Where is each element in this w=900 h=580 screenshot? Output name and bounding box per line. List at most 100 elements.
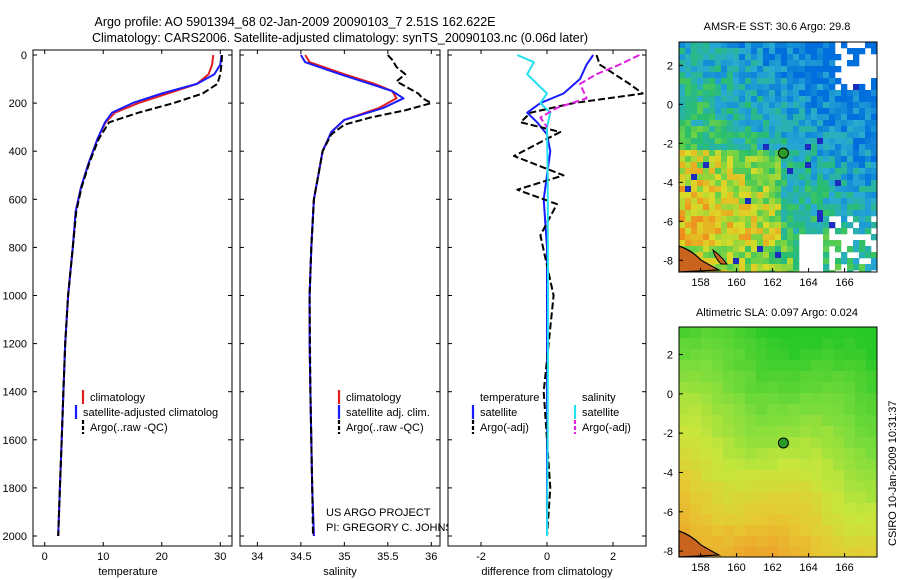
map-cell	[811, 132, 818, 139]
map-cell	[823, 150, 830, 157]
map-cell	[697, 96, 704, 103]
map-cell	[866, 349, 878, 361]
map-cell	[823, 186, 830, 193]
map-cell	[865, 264, 872, 271]
map-cell	[847, 264, 854, 271]
map-cell	[866, 360, 878, 372]
map-cell	[763, 102, 770, 109]
map-cell	[757, 258, 764, 265]
map-cell	[859, 174, 866, 181]
map-cell	[721, 234, 728, 241]
map-cell	[865, 228, 872, 235]
map-cell	[789, 404, 801, 416]
map-cell	[685, 240, 692, 247]
map-cell	[847, 138, 854, 145]
map-cell	[847, 102, 854, 109]
map-cell	[866, 448, 878, 460]
map-cell	[745, 54, 752, 61]
map-cell	[691, 216, 698, 223]
map-cell	[793, 216, 800, 223]
map-cell	[721, 168, 728, 175]
map-cell	[715, 246, 722, 253]
map-cell	[781, 120, 788, 127]
map-cell	[793, 60, 800, 67]
map-cell	[865, 246, 872, 253]
map-cell	[866, 393, 878, 405]
map-cell	[829, 132, 836, 139]
map-cell	[844, 349, 856, 361]
vertical-credit: CSIRO 10-Jan-2009 10:31:37	[887, 400, 899, 546]
map-cell	[775, 48, 782, 55]
map-cell	[709, 150, 716, 157]
map-cell	[709, 78, 716, 85]
map-cell	[685, 126, 692, 133]
map-cell	[691, 132, 698, 139]
map-cell	[811, 72, 818, 79]
map-cell	[823, 168, 830, 175]
map-x-tick-label: 158	[691, 562, 709, 574]
map-cell	[866, 459, 878, 471]
map-cell	[703, 168, 710, 175]
map-cell	[685, 168, 692, 175]
map-cell	[739, 270, 746, 273]
map-cell	[800, 426, 812, 438]
map-cell	[787, 228, 794, 235]
map-cell	[871, 126, 878, 133]
map-cell	[800, 349, 812, 361]
map-cell	[793, 246, 800, 253]
map-cell	[767, 426, 779, 438]
map-cell	[721, 156, 728, 163]
sst-map-title: AMSR-E SST: 30.6 Argo: 29.8	[704, 21, 851, 33]
map-cell	[835, 204, 842, 211]
map-cell	[805, 144, 812, 151]
map-cell	[756, 503, 768, 515]
map-cell	[833, 470, 845, 482]
map-cell	[763, 174, 770, 181]
map-cell	[679, 204, 686, 211]
map-cell	[787, 42, 794, 49]
map-cell	[817, 60, 824, 67]
map-cell	[679, 240, 686, 247]
map-cell	[800, 448, 812, 460]
map-cell	[703, 72, 710, 79]
map-cell	[781, 246, 788, 253]
map-cell	[709, 48, 716, 55]
map-cell	[778, 481, 790, 493]
map-cell	[871, 96, 878, 103]
map-cell	[745, 84, 752, 91]
map-cell	[751, 210, 758, 217]
map-cell	[789, 415, 801, 427]
map-cell	[799, 42, 806, 49]
map-cell	[841, 228, 848, 235]
map-cell	[691, 96, 698, 103]
map-cell	[727, 48, 734, 55]
map-cell	[690, 349, 702, 361]
map-x-tick-label: 160	[727, 277, 745, 289]
map-cell	[715, 120, 722, 127]
map-cell	[805, 102, 812, 109]
map-cell	[822, 514, 834, 526]
map-cell	[734, 547, 746, 558]
map-cell	[778, 503, 790, 515]
map-cell	[715, 114, 722, 121]
map-cell	[691, 72, 698, 79]
map-cell	[775, 72, 782, 79]
map-cell	[866, 525, 878, 537]
map-cell	[769, 240, 776, 247]
map-cell	[787, 114, 794, 121]
map-cell	[823, 234, 830, 241]
map-cell	[701, 360, 713, 372]
map-cell	[781, 174, 788, 181]
map-cell	[733, 60, 740, 67]
map-cell	[712, 525, 724, 537]
map-cell	[853, 132, 860, 139]
map-cell	[712, 349, 724, 361]
map-cell	[811, 481, 823, 493]
map-cell	[859, 90, 866, 97]
map-cell	[853, 204, 860, 211]
map-cell	[865, 252, 872, 259]
map-cell	[835, 114, 842, 121]
map-cell	[721, 144, 728, 151]
map-cell	[769, 48, 776, 55]
